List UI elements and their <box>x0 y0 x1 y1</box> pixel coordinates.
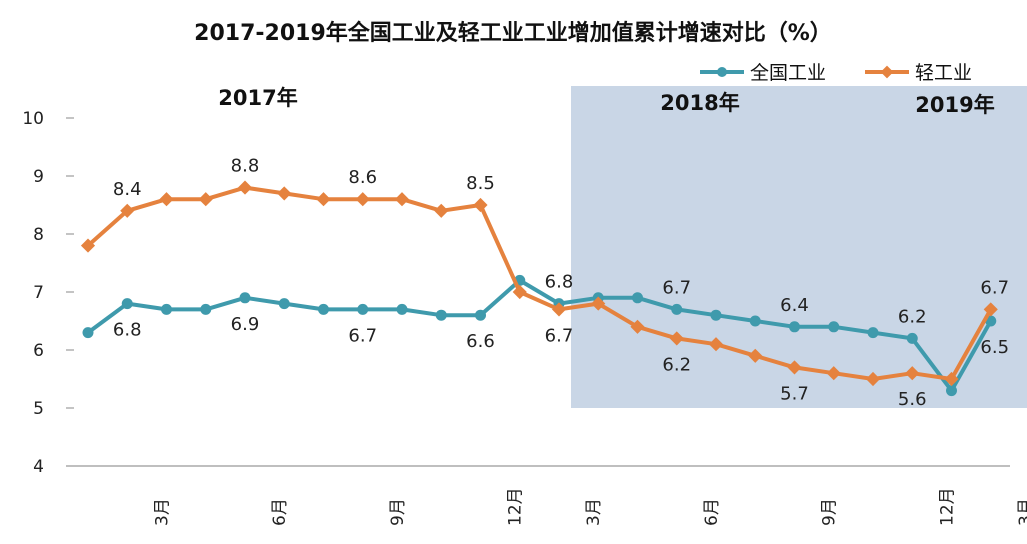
data-point <box>396 303 408 315</box>
shaded-region-2018-2019 <box>571 86 1027 408</box>
data-point <box>82 327 94 339</box>
data-label: 6.5 <box>980 337 1009 358</box>
data-point <box>473 197 488 213</box>
year-label: 2017年 <box>218 86 297 110</box>
data-point <box>435 309 447 321</box>
data-label: 5.7 <box>780 383 809 404</box>
data-point <box>278 298 290 310</box>
data-point <box>159 192 174 207</box>
y-tick-label: 7 <box>33 283 44 303</box>
x-tick-label: 9月 <box>388 498 408 526</box>
x-axis: 3月 6月 9月 12月 3月 6月 9月 12月 3月 <box>66 465 1027 526</box>
data-point <box>161 303 172 315</box>
data-point <box>906 332 918 344</box>
data-point <box>632 292 643 304</box>
data-point <box>669 331 684 346</box>
legend-label: 全国工业 <box>750 62 826 84</box>
data-labels: 6.8 6.9 6.7 6.6 6.8 6.7 6.4 6.2 6.5 8.4 8.8 8.6 8.5 6… <box>113 156 1009 411</box>
data-point <box>708 337 724 352</box>
series-line-light-industry <box>86 185 993 381</box>
x-tick-label: 9月 <box>820 498 840 526</box>
data-point <box>630 319 645 334</box>
data-label: 6.8 <box>545 272 574 293</box>
data-point <box>591 296 606 311</box>
data-point <box>394 192 410 207</box>
data-label: 6.7 <box>545 325 574 346</box>
legend-marker <box>880 65 894 79</box>
y-tick-label: 9 <box>33 167 44 187</box>
year-labels: 2017年 2018年 2019年 <box>218 86 994 117</box>
data-point <box>749 315 761 327</box>
data-label: 6.8 <box>113 320 142 341</box>
data-label: 6.2 <box>898 306 927 327</box>
data-point <box>434 203 449 218</box>
data-point <box>355 192 370 207</box>
data-point <box>946 385 957 397</box>
data-label: 6.7 <box>348 325 377 346</box>
data-label: 8.8 <box>231 156 260 177</box>
data-point <box>787 360 802 375</box>
data-point <box>318 303 329 315</box>
x-tick-label: 6月 <box>270 498 290 526</box>
data-point <box>789 321 800 333</box>
data-point <box>983 302 998 317</box>
data-label: 6.7 <box>980 277 1009 298</box>
data-point <box>277 186 292 201</box>
x-tick-label: 12月 <box>937 487 957 526</box>
x-tick-label: 3月 <box>1016 498 1027 526</box>
data-point <box>239 292 251 304</box>
data-point <box>198 192 213 207</box>
x-tick-label: 3月 <box>152 498 172 526</box>
data-label: 8.5 <box>466 173 495 194</box>
x-tick-label: 3月 <box>584 498 604 526</box>
legend-label: 轻工业 <box>915 62 972 84</box>
series-line-national-industry <box>86 278 993 393</box>
y-tick-label: 4 <box>33 457 44 477</box>
data-point <box>826 366 841 381</box>
y-axis: 10 9 8 7 6 5 4 <box>22 109 74 477</box>
series-group <box>80 180 998 397</box>
x-tick-label: 12月 <box>506 487 526 526</box>
data-label: 5.6 <box>898 389 927 410</box>
data-point <box>671 303 683 315</box>
data-point <box>551 302 567 317</box>
data-point <box>475 309 486 321</box>
legend: 全国工业 轻工业 <box>700 62 972 84</box>
data-label: 8.6 <box>348 167 377 188</box>
y-tick-label: 5 <box>33 399 44 419</box>
year-label: 2019年 <box>915 93 994 117</box>
y-tick-label: 8 <box>33 225 44 245</box>
data-label: 6.9 <box>231 314 260 335</box>
legend-marker <box>717 67 727 77</box>
data-point <box>865 371 881 387</box>
data-point <box>748 348 763 363</box>
data-point <box>200 303 212 315</box>
data-point <box>710 309 722 321</box>
data-label: 6.2 <box>662 354 691 375</box>
data-point <box>867 327 879 339</box>
data-point <box>237 180 253 195</box>
data-label: 6.4 <box>780 295 809 316</box>
data-point <box>944 371 959 387</box>
chart-title: 2017-2019年全国工业及轻工业工业增加值累计增速对比（%） <box>194 20 832 46</box>
year-label: 2018年 <box>660 91 739 115</box>
data-point <box>512 284 527 300</box>
x-tick-label: 6月 <box>702 498 722 526</box>
y-tick-label: 10 <box>22 109 44 129</box>
data-point <box>121 298 133 310</box>
data-label: 6.6 <box>466 331 495 352</box>
data-point <box>905 366 920 381</box>
y-tick-label: 6 <box>33 341 44 361</box>
data-point <box>316 192 331 207</box>
data-label: 6.7 <box>662 277 691 298</box>
data-point <box>828 321 840 333</box>
data-point <box>357 303 369 315</box>
data-label: 8.4 <box>113 179 142 200</box>
